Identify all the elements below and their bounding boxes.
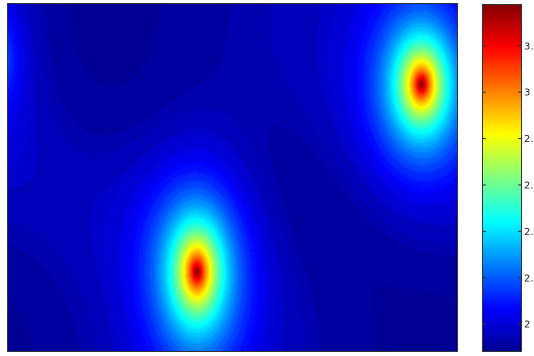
colorbar-tick-label: 2.8 <box>524 134 534 145</box>
colorbar-tick-label: 2.6 <box>524 180 534 191</box>
colorbar-tick-label: 2 <box>524 320 530 331</box>
colorbar-tick-label: 3 <box>524 88 530 99</box>
colorbar-ticks: 2 2.2 2.4 2.6 2.8 3 3.2 <box>482 41 534 331</box>
colorbar-gradient <box>482 4 522 352</box>
colorbar-tick-label: 2.4 <box>524 227 534 238</box>
colorbar-tick-label: 3.2 <box>524 41 534 52</box>
heatmap-image <box>8 4 458 352</box>
colorbar-tick-label: 2.2 <box>524 273 534 284</box>
colorbar-frame <box>482 4 522 352</box>
plot-frame <box>7 3 458 352</box>
